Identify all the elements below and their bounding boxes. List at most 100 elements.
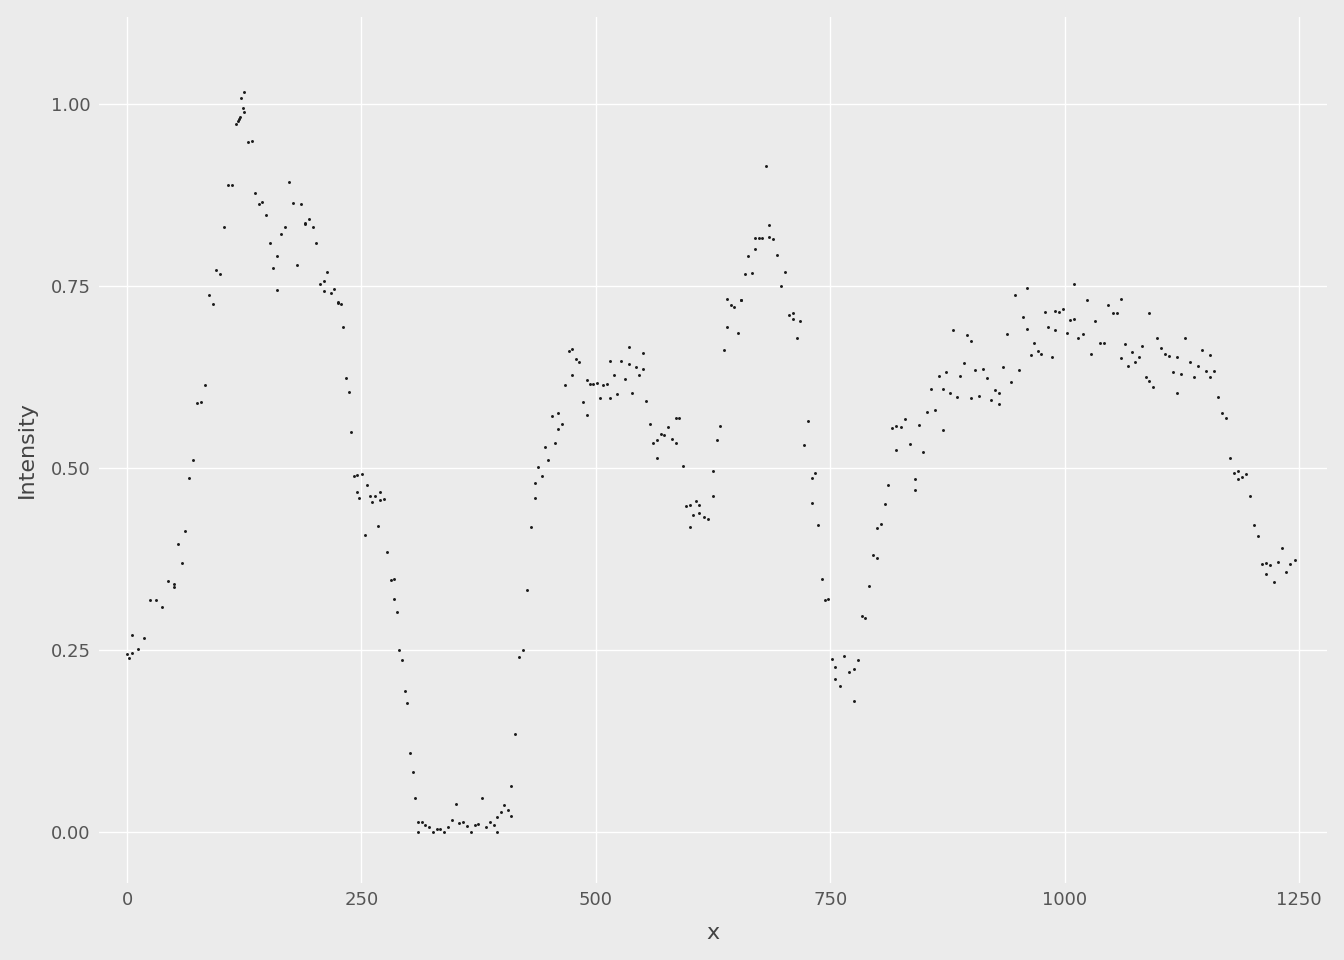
Point	[230, 90, 251, 106]
Point	[661, 431, 683, 446]
Point	[259, 235, 281, 251]
Point	[544, 436, 566, 451]
Point	[878, 477, 899, 492]
Point	[817, 591, 839, 607]
Point	[758, 229, 780, 245]
Point	[1255, 555, 1277, 570]
Point	[491, 804, 512, 820]
Point	[1263, 574, 1285, 589]
Point	[909, 418, 930, 433]
Point	[374, 492, 395, 507]
Point	[478, 814, 500, 829]
Point	[672, 459, 694, 474]
Point	[782, 311, 804, 326]
Point	[1063, 276, 1085, 292]
Point	[618, 340, 640, 355]
Point	[668, 410, 689, 425]
Point	[646, 450, 668, 466]
Point	[1008, 363, 1030, 378]
Point	[976, 371, 997, 386]
Point	[599, 353, 621, 369]
Point	[1016, 322, 1038, 337]
Point	[953, 355, 974, 371]
Point	[603, 368, 625, 383]
Point	[863, 548, 884, 564]
Point	[504, 726, 526, 741]
Point	[638, 417, 660, 432]
Point	[1211, 405, 1232, 420]
Point	[1227, 464, 1249, 479]
Point	[163, 580, 184, 595]
Point	[1098, 298, 1120, 313]
Point	[228, 111, 250, 127]
Point	[1231, 469, 1253, 485]
Point	[562, 341, 583, 356]
Point	[562, 368, 583, 383]
Point	[929, 368, 950, 383]
Point	[573, 395, 594, 410]
Point	[233, 100, 254, 115]
Point	[569, 354, 590, 370]
Point	[497, 802, 519, 817]
Point	[329, 297, 351, 312]
Point	[741, 266, 762, 281]
Point	[808, 517, 829, 533]
Point	[317, 264, 339, 279]
Point	[681, 507, 703, 522]
Point	[1056, 325, 1078, 341]
Point	[716, 320, 738, 335]
Point	[745, 241, 766, 256]
Point	[1271, 540, 1293, 556]
Point	[867, 551, 888, 566]
Point	[386, 605, 407, 620]
Point	[234, 84, 255, 100]
Point	[710, 419, 731, 434]
Point	[606, 386, 628, 401]
Point	[327, 296, 348, 311]
Point	[309, 276, 331, 292]
Point	[464, 818, 485, 833]
Point	[353, 528, 375, 543]
Point	[540, 409, 562, 424]
Point	[1223, 466, 1245, 481]
Point	[1132, 338, 1153, 353]
Point	[163, 576, 184, 591]
Point	[396, 695, 418, 710]
Point	[917, 404, 938, 420]
Point	[833, 648, 855, 663]
Point	[337, 384, 359, 399]
Point	[933, 422, 954, 438]
Point	[524, 475, 546, 491]
Point	[370, 485, 391, 500]
Point	[1187, 358, 1208, 373]
Point	[290, 196, 312, 211]
Point	[1163, 364, 1184, 379]
Point	[327, 295, 348, 310]
Point	[1159, 348, 1180, 363]
Point	[723, 299, 745, 314]
Point	[1199, 370, 1220, 385]
Point	[266, 283, 288, 299]
Point	[362, 493, 383, 509]
Point	[151, 599, 172, 614]
Point	[359, 489, 380, 504]
Point	[298, 211, 320, 227]
Point	[890, 420, 911, 435]
Point	[575, 372, 597, 388]
Point	[1000, 374, 1021, 390]
Point	[797, 414, 818, 429]
Point	[946, 390, 968, 405]
Point	[755, 157, 777, 173]
Point	[237, 134, 258, 150]
Point	[434, 825, 456, 840]
Point	[1138, 373, 1160, 389]
Point	[1106, 305, 1128, 321]
Point	[1031, 347, 1052, 362]
Point	[445, 797, 466, 812]
Point	[227, 113, 249, 129]
Point	[1034, 304, 1055, 320]
Point	[198, 287, 219, 302]
Point	[487, 809, 508, 825]
Point	[727, 325, 749, 341]
X-axis label: x: x	[707, 924, 719, 944]
